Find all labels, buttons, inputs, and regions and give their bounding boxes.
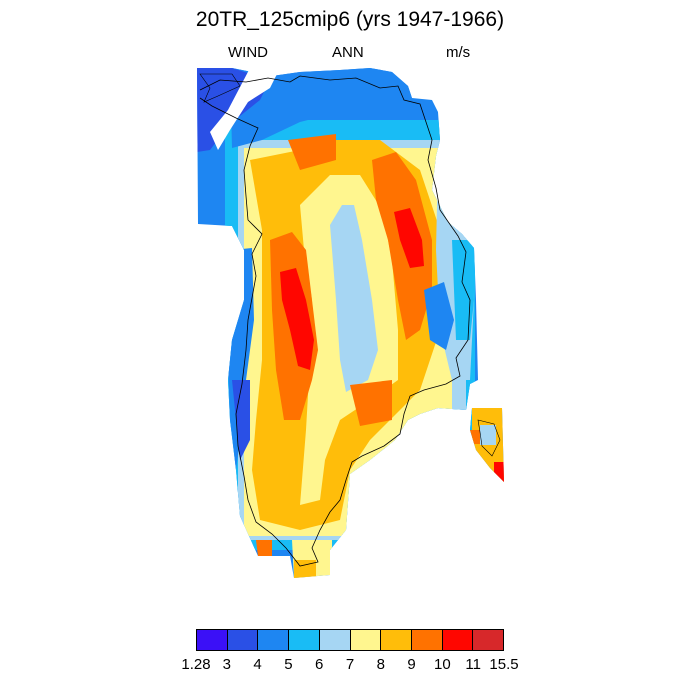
colorbar-label: 4 bbox=[253, 656, 262, 673]
colorbar-label: 9 bbox=[407, 656, 416, 673]
colorbar-label: 8 bbox=[376, 656, 385, 673]
colorbar-swatch-9 bbox=[473, 630, 504, 650]
colorbar-swatch-0 bbox=[197, 630, 228, 650]
colorbar-label: 3 bbox=[222, 656, 231, 673]
coastline bbox=[199, 75, 471, 567]
period-label: ANN bbox=[332, 44, 364, 61]
colorbar-swatch-6 bbox=[381, 630, 412, 650]
island-outline bbox=[477, 419, 501, 457]
colorbar bbox=[196, 629, 504, 651]
colorbar-swatch-3 bbox=[289, 630, 320, 650]
colorbar-swatch-5 bbox=[350, 630, 382, 650]
map-title: 20TR_125cmip6 (yrs 1947-1966) bbox=[195, 8, 505, 31]
colorbar-label: 6 bbox=[315, 656, 324, 673]
variable-label: WIND bbox=[228, 44, 268, 61]
units-label: m/s bbox=[446, 44, 471, 61]
colorbar-swatch-7 bbox=[411, 630, 443, 650]
colorbar-label: 15.5 bbox=[489, 656, 519, 673]
colorbar-labels: 1.28 3 4 5 6 7 8 9 10 11 15.5 bbox=[0, 656, 700, 676]
colorbar-swatch-2 bbox=[258, 630, 290, 650]
colorbar-label: 1.28 bbox=[181, 656, 211, 673]
colorbar-swatch-4 bbox=[319, 630, 351, 650]
colorbar-label: 10 bbox=[434, 656, 451, 673]
colorbar-label: 7 bbox=[345, 656, 355, 673]
wind-field bbox=[197, 68, 504, 578]
colorbar-label: 5 bbox=[284, 656, 293, 673]
colorbar-swatch-1 bbox=[227, 630, 259, 650]
colorbar-label: 11 bbox=[465, 656, 481, 673]
colorbar-swatch-8 bbox=[442, 630, 474, 650]
